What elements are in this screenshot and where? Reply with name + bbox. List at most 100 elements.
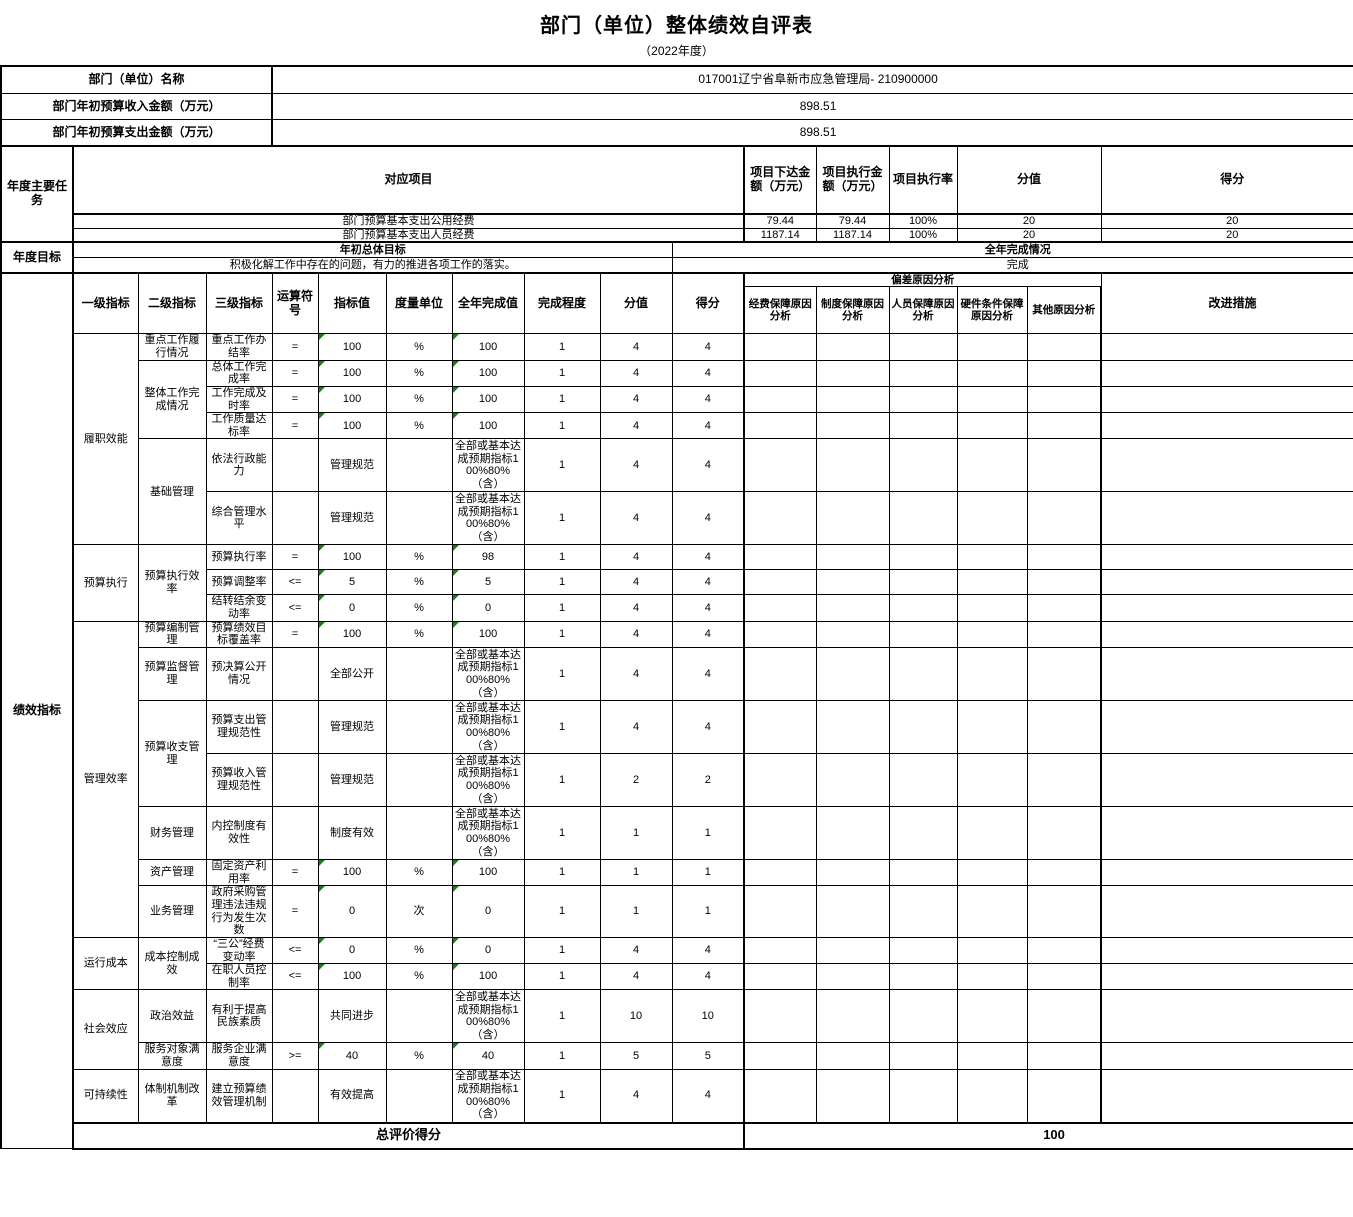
perf-points: 4 xyxy=(599,620,673,649)
perf-operator xyxy=(271,806,319,861)
perf-l2-indicator: 整体工作完成情况 xyxy=(137,359,207,440)
perf-degree: 1 xyxy=(523,544,601,571)
perf-reason-0 xyxy=(743,1068,817,1124)
perf-row: 整体工作完成情况 总体工作完成率 = 100% 100 1 4 4 xyxy=(1,359,1353,440)
perf-reason-0 xyxy=(743,700,817,755)
perf-score: 4 xyxy=(671,594,746,622)
perf-improvement xyxy=(1100,333,1353,361)
perf-unit: % xyxy=(385,859,453,887)
perf-l3-indicator: 预算调整率 xyxy=(205,569,273,596)
perf-improvement xyxy=(1100,1068,1353,1124)
perf-reason-2 xyxy=(888,936,958,965)
task-points: 20 xyxy=(956,212,1102,229)
perf-reason-2 xyxy=(888,333,958,361)
perf-reason-3 xyxy=(956,989,1028,1044)
perf-points: 1 xyxy=(599,806,673,861)
perf-header-2: 三级指标 xyxy=(205,272,273,335)
perf-operator: <= xyxy=(271,963,319,991)
perf-unit: % xyxy=(385,412,453,440)
perf-actual-value: 100 xyxy=(451,412,525,440)
perf-operator xyxy=(271,647,319,702)
perf-degree: 1 xyxy=(523,1042,601,1070)
perf-reason-2 xyxy=(888,1068,958,1124)
perf-target-value: 0 xyxy=(317,936,387,965)
perf-degree: 1 xyxy=(523,859,601,887)
perf-operator: >= xyxy=(271,1042,319,1070)
perf-l2-indicator: 基础管理 xyxy=(137,438,207,546)
total-label: 总评价得分 xyxy=(71,1121,746,1150)
perf-reason-4 xyxy=(1026,1042,1103,1070)
perf-target-value: 100 xyxy=(317,359,387,387)
perf-score: 4 xyxy=(671,412,746,440)
perf-degree: 1 xyxy=(523,753,601,808)
perf-reason-3 xyxy=(956,885,1028,938)
task-score: 20 xyxy=(1100,212,1353,229)
perf-actual-value: 0 xyxy=(451,885,525,938)
perf-operator: <= xyxy=(271,594,319,622)
perf-reason-0 xyxy=(743,885,817,938)
perf-improvement xyxy=(1100,859,1353,887)
perf-unit xyxy=(385,989,453,1044)
annual-goal-initial-value: 积极化解工作中存在的问题，有力的推进各项工作的落实。 xyxy=(72,257,673,274)
perf-l3-indicator: 工作完成及时率 xyxy=(205,385,273,414)
perf-l3-indicator: 服务企业满意度 xyxy=(205,1042,273,1070)
perf-improvement xyxy=(1100,989,1353,1044)
perf-improvement xyxy=(1100,569,1353,596)
perf-improvement xyxy=(1100,620,1353,649)
perf-reason-0 xyxy=(743,647,817,702)
header-year-completion: 全年完成情况 xyxy=(671,241,1353,259)
perf-degree: 1 xyxy=(523,936,601,965)
perf-score: 4 xyxy=(671,963,746,991)
perf-unit: % xyxy=(385,333,453,361)
perf-reason-3 xyxy=(956,806,1028,861)
perf-degree: 1 xyxy=(523,963,601,991)
perf-reason-1 xyxy=(815,359,890,387)
perf-score: 4 xyxy=(671,620,746,649)
perf-reason-1 xyxy=(815,1042,890,1070)
perf-actual-value: 全部或基本达成预期指标100%80%（含） xyxy=(451,989,525,1044)
perf-reason-0 xyxy=(743,569,817,596)
perf-points: 1 xyxy=(599,885,673,938)
perf-score: 5 xyxy=(671,1042,746,1070)
perf-actual-value: 全部或基本达成预期指标100%80%（含） xyxy=(451,753,525,808)
perf-reason-4 xyxy=(1026,491,1103,546)
perf-score: 1 xyxy=(671,859,746,887)
perf-reason-3 xyxy=(956,544,1028,571)
perf-operator: = xyxy=(271,412,319,440)
perf-improvement xyxy=(1100,647,1353,702)
perf-reason-2 xyxy=(888,647,958,702)
total-row: 总评价得分 100 xyxy=(1,1121,1353,1150)
perf-reason-0 xyxy=(743,806,817,861)
perf-reason-3 xyxy=(956,1068,1028,1124)
perf-reason-3 xyxy=(956,569,1028,596)
perf-row: 预算收入管理规范性 管理规范 全部或基本达成预期指标100%80%（含） 1 2 2 xyxy=(1,753,1353,808)
perf-unit: % xyxy=(385,359,453,387)
perf-reason-4 xyxy=(1026,1068,1103,1124)
perf-reason-3 xyxy=(956,936,1028,965)
perf-l2-indicator: 业务管理 xyxy=(137,885,207,938)
perf-reason-4 xyxy=(1026,806,1103,861)
perf-reason-4 xyxy=(1026,859,1103,887)
perf-actual-value: 全部或基本达成预期指标100%80%（含） xyxy=(451,491,525,546)
info-label: 部门（单位）名称 xyxy=(0,65,274,94)
perf-reason-4 xyxy=(1026,989,1103,1044)
perf-target-value: 100 xyxy=(317,333,387,361)
perf-l3-indicator: 有利于提高民族素质 xyxy=(205,989,273,1044)
annual-task-header-row: 年度主要任务 对应项目 项目下达金额（万元） 项目执行金额（万元） 项目执行率 分值 得分 xyxy=(0,144,1353,243)
perf-unit: 次 xyxy=(385,885,453,938)
perf-degree: 1 xyxy=(523,1068,601,1124)
perf-l3-indicator: 预算支出管理规范性 xyxy=(205,700,273,755)
perf-unit xyxy=(385,806,453,861)
perf-target-value: 40 xyxy=(317,1042,387,1070)
perf-target-value: 0 xyxy=(317,885,387,938)
perf-l1-indicator: 运行成本 xyxy=(72,936,139,991)
perf-l2-indicator: 预算收支管理 xyxy=(137,700,207,808)
perf-degree: 1 xyxy=(523,385,601,414)
perf-reason-2 xyxy=(888,753,958,808)
perf-reason-3 xyxy=(956,412,1028,440)
perf-improvement xyxy=(1100,438,1353,493)
task-score: 20 xyxy=(1100,227,1353,243)
perf-improvement xyxy=(1100,359,1353,387)
perf-reason-4 xyxy=(1026,963,1103,991)
perf-target-value: 管理规范 xyxy=(317,438,387,493)
